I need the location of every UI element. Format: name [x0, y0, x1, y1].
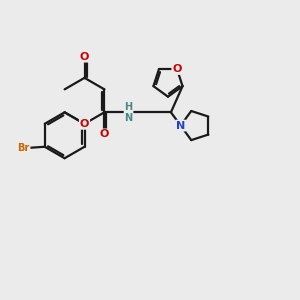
Text: O: O: [80, 52, 89, 62]
Text: N: N: [176, 121, 185, 130]
Text: H
N: H N: [124, 101, 133, 123]
Text: Br: Br: [17, 143, 30, 153]
Text: O: O: [80, 119, 89, 129]
Text: O: O: [100, 129, 109, 140]
Text: O: O: [172, 64, 182, 74]
